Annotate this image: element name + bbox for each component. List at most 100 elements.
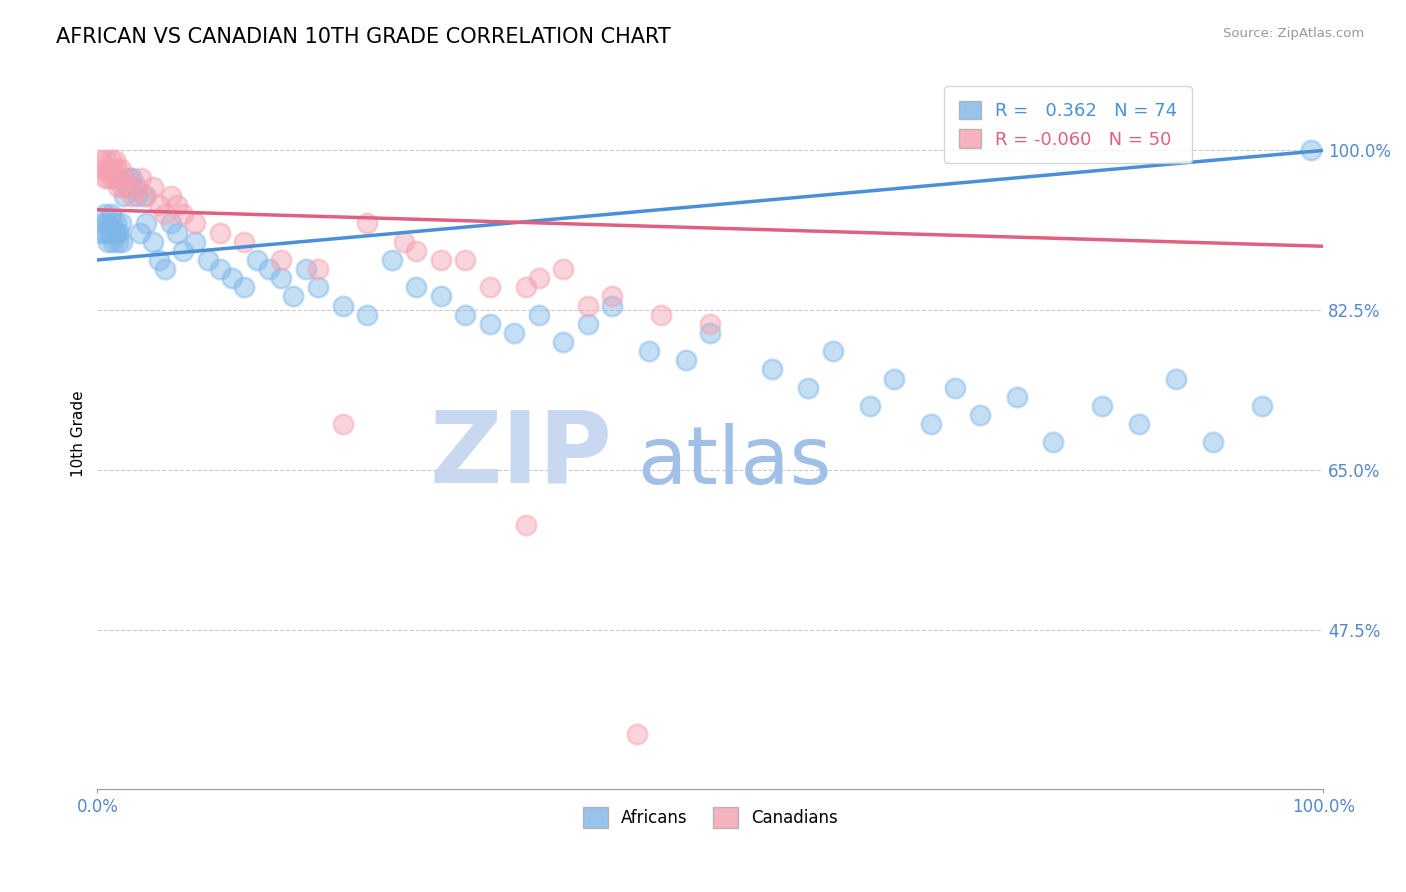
Point <box>503 326 526 340</box>
Point <box>96 161 118 176</box>
Point <box>553 262 575 277</box>
Point <box>135 217 157 231</box>
Point <box>761 362 783 376</box>
Point <box>166 198 188 212</box>
Point <box>429 289 451 303</box>
Point <box>104 217 127 231</box>
Point <box>576 317 599 331</box>
Text: AFRICAN VS CANADIAN 10TH GRADE CORRELATION CHART: AFRICAN VS CANADIAN 10TH GRADE CORRELATI… <box>56 27 671 46</box>
Point <box>184 235 207 249</box>
Text: ZIP: ZIP <box>429 406 612 503</box>
Point <box>153 207 176 221</box>
Point <box>283 289 305 303</box>
Point <box>380 252 402 267</box>
Point <box>454 308 477 322</box>
Point <box>93 170 115 185</box>
Point <box>405 280 427 294</box>
Point <box>208 262 231 277</box>
Point <box>100 207 122 221</box>
Point <box>553 334 575 349</box>
Point <box>98 226 121 240</box>
Point <box>90 226 112 240</box>
Point <box>270 271 292 285</box>
Point <box>1164 371 1187 385</box>
Point <box>821 344 844 359</box>
Point <box>98 161 121 176</box>
Point <box>94 226 117 240</box>
Point <box>356 217 378 231</box>
Point <box>122 180 145 194</box>
Point <box>125 189 148 203</box>
Legend: Africans, Canadians: Africans, Canadians <box>576 801 845 834</box>
Point <box>233 280 256 294</box>
Point <box>576 299 599 313</box>
Point <box>166 226 188 240</box>
Point <box>132 189 155 203</box>
Point <box>246 252 269 267</box>
Point <box>883 371 905 385</box>
Point <box>1202 435 1225 450</box>
Point <box>93 161 115 176</box>
Point <box>148 252 170 267</box>
Point <box>600 299 623 313</box>
Point <box>103 153 125 167</box>
Point <box>148 198 170 212</box>
Text: atlas: atlas <box>637 423 831 500</box>
Point <box>332 299 354 313</box>
Point <box>111 235 134 249</box>
Point <box>184 217 207 231</box>
Point <box>129 226 152 240</box>
Point <box>131 170 153 185</box>
Point <box>111 180 134 194</box>
Point <box>699 326 721 340</box>
Point <box>93 207 115 221</box>
Point <box>153 262 176 277</box>
Point <box>112 189 135 203</box>
Point <box>104 170 127 185</box>
Y-axis label: 10th Grade: 10th Grade <box>72 390 86 476</box>
Point <box>858 399 880 413</box>
Point <box>100 153 122 167</box>
Point <box>515 280 537 294</box>
Point <box>233 235 256 249</box>
Point <box>93 217 115 231</box>
Point <box>294 262 316 277</box>
Point <box>135 189 157 203</box>
Point <box>527 308 550 322</box>
Point <box>429 252 451 267</box>
Point <box>650 308 672 322</box>
Point <box>307 280 329 294</box>
Point <box>110 217 132 231</box>
Point <box>110 161 132 176</box>
Point <box>96 217 118 231</box>
Point <box>107 180 129 194</box>
Point <box>945 381 967 395</box>
Point <box>600 289 623 303</box>
Point <box>108 170 131 185</box>
Point <box>307 262 329 277</box>
Point <box>103 226 125 240</box>
Point <box>1250 399 1272 413</box>
Point <box>105 226 128 240</box>
Point <box>112 170 135 185</box>
Point <box>478 317 501 331</box>
Point <box>117 180 139 194</box>
Point <box>478 280 501 294</box>
Point <box>107 235 129 249</box>
Point <box>1042 435 1064 450</box>
Point <box>160 217 183 231</box>
Point <box>221 271 243 285</box>
Point <box>920 417 942 432</box>
Point <box>121 170 143 185</box>
Point <box>797 381 820 395</box>
Point <box>392 235 415 249</box>
Point <box>257 262 280 277</box>
Point <box>527 271 550 285</box>
Point <box>638 344 661 359</box>
Point <box>1005 390 1028 404</box>
Point <box>270 252 292 267</box>
Point <box>197 252 219 267</box>
Point <box>1299 144 1322 158</box>
Point <box>969 408 991 422</box>
Point <box>115 180 138 194</box>
